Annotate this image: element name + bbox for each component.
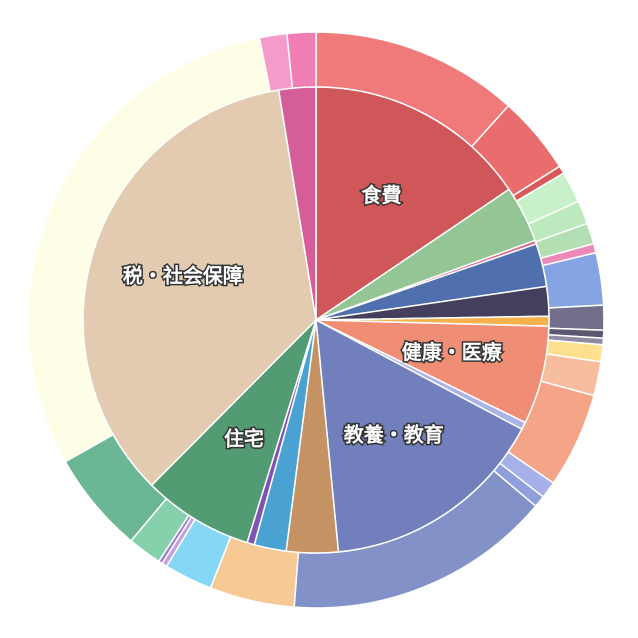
inner-slice-12 <box>150 319 317 544</box>
slice-label-6: 健康・医療 <box>402 340 502 364</box>
inner-slice-0 <box>315 86 510 322</box>
outer-slice-25 <box>286 31 317 90</box>
inner-slice-13 <box>82 89 317 487</box>
inner-ring <box>82 86 550 554</box>
inner-slice-8 <box>315 318 523 553</box>
outer-ring <box>27 31 605 609</box>
slice-label-0: 食費 <box>362 183 402 207</box>
inner-slice-14 <box>277 86 317 321</box>
slice-label-8: 教養・教育 <box>344 423 444 447</box>
slice-label-13: 税・社会保障 <box>123 264 243 288</box>
slice-label-12: 住宅 <box>224 426 264 450</box>
outer-slice-8 <box>547 304 605 332</box>
